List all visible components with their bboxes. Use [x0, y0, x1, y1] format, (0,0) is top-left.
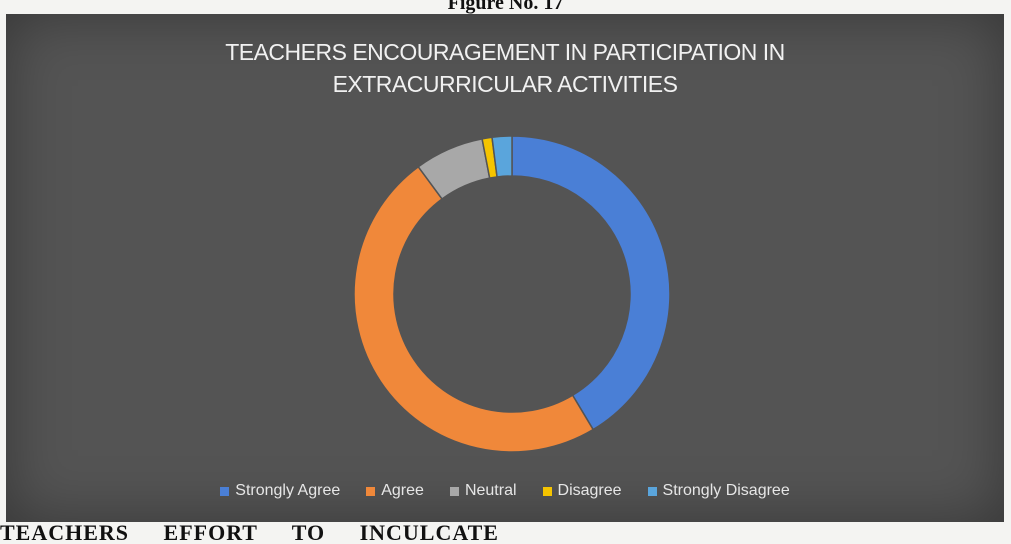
- donut-slice-strongly-agree: [511, 135, 671, 431]
- donut-chart: [353, 135, 671, 453]
- legend-swatch-strongly-disagree: [647, 486, 657, 496]
- donut-slice-strongly-disagree: [491, 135, 513, 178]
- legend-swatch-neutral: [449, 486, 459, 496]
- chart-title: TEACHERS ENCOURAGEMENT IN PARTICIPATION …: [6, 36, 1004, 100]
- legend-item-neutral: Neutral: [449, 482, 517, 500]
- chart-title-line-2: EXTRACURRICULAR ACTIVITIES: [332, 71, 678, 97]
- legend-swatch-agree: [366, 486, 376, 496]
- following-heading-text: TEACHERS EFFORT TO INCULCATE: [0, 520, 499, 544]
- legend-item-strongly-disagree: Strongly Disagree: [647, 482, 790, 500]
- chart-panel: TEACHERS ENCOURAGEMENT IN PARTICIPATION …: [6, 14, 1004, 522]
- legend-swatch-strongly-agree: [220, 486, 230, 496]
- legend-item-disagree: Disagree: [542, 482, 622, 500]
- figure-label: Figure No. 17: [447, 0, 564, 14]
- legend-item-strongly-agree: Strongly Agree: [220, 482, 340, 500]
- legend-label-strongly-agree: Strongly Agree: [235, 482, 341, 499]
- legend-label-agree: Agree: [381, 482, 424, 499]
- legend-label-strongly-disagree: Strongly Disagree: [662, 482, 790, 499]
- chart-title-line-1: TEACHERS ENCOURAGEMENT IN PARTICIPATION …: [225, 39, 785, 65]
- legend-swatch-disagree: [542, 486, 552, 496]
- legend-label-disagree: Disagree: [557, 482, 622, 499]
- donut-slice-agree: [353, 165, 595, 453]
- legend-label-neutral: Neutral: [464, 482, 517, 499]
- legend-item-agree: Agree: [366, 482, 424, 500]
- chart-legend: Strongly Agree Agree Neutral Disagree St…: [6, 482, 1004, 500]
